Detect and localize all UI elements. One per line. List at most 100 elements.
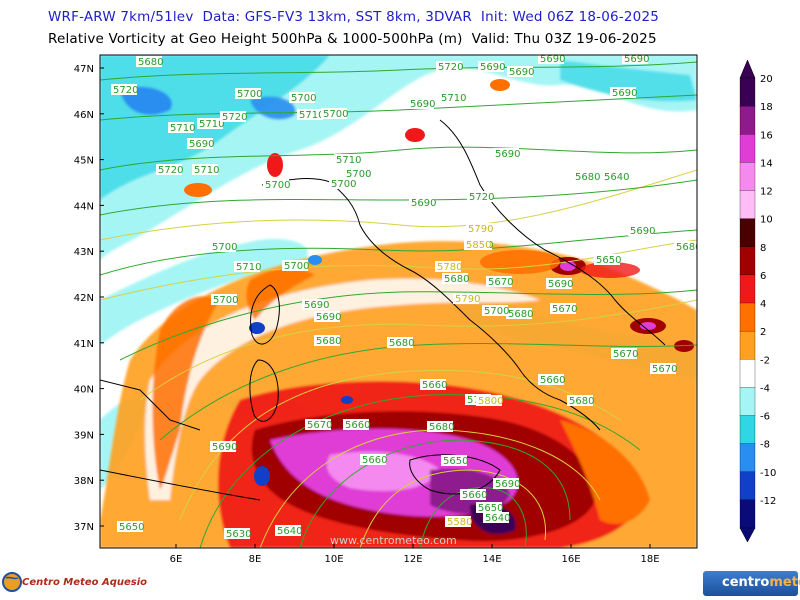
contour-label: 5790: [468, 224, 493, 235]
colorbar-label: -10: [760, 468, 776, 479]
colorbar-label: 6: [760, 271, 766, 282]
contour-label-box: [297, 109, 323, 120]
contour-label-box: [282, 260, 308, 271]
contour-label-box: [275, 525, 301, 536]
contour-label: 5680: [389, 338, 414, 349]
lon-tick-label: 10E: [324, 554, 343, 565]
contour-label-box: [610, 87, 636, 98]
map-frame: [99, 54, 698, 549]
contour-label: 5680: [575, 172, 600, 183]
colorbar-top-cap: [739, 59, 756, 79]
contour-label-box: [197, 118, 223, 129]
lon-tick-label: 12E: [403, 554, 422, 565]
contour-label-box: [628, 225, 654, 236]
lat-tick-label: 46N: [74, 110, 94, 121]
globe-logo-icon: [2, 572, 22, 592]
colorbar-swatch: [739, 134, 756, 164]
colorbar-swatch: [739, 330, 756, 360]
lat-tick-label: 44N: [74, 201, 94, 212]
contour-label: 5720: [113, 85, 138, 96]
contour-label-box: [343, 419, 369, 430]
contour-label: 5690: [495, 149, 520, 160]
contour-label: 5690: [624, 54, 649, 65]
centrometeo-logo-text: centrometeo: [722, 575, 800, 590]
contour-label: 5660: [540, 375, 565, 386]
contour-label: 5710: [194, 165, 219, 176]
lat-tick-label: 41N: [74, 339, 94, 350]
contour-label: 5700: [213, 295, 238, 306]
contour-label-box: [441, 455, 467, 466]
contour-label-box: [436, 61, 462, 72]
lon-tick-label: 16E: [561, 554, 580, 565]
contour-label: 5670: [488, 277, 513, 288]
contour-label-box: [435, 261, 461, 272]
lat-tick-label: 40N: [74, 385, 94, 396]
contour-label-box: [334, 154, 360, 165]
contour-label-box: [168, 122, 194, 133]
colorbar-label: -4: [760, 383, 770, 394]
contour-label: 5790: [455, 294, 480, 305]
contour-label-box: [476, 502, 502, 513]
contour-label: 5640: [277, 526, 302, 537]
contour-label: 5670: [613, 349, 638, 360]
colorbar-swatch: [739, 415, 756, 445]
lat-tick-label: 43N: [74, 247, 94, 258]
contour-label-box: [538, 374, 564, 385]
lon-tick-label: 6E: [170, 554, 183, 565]
contour-label: 5700: [484, 306, 509, 317]
contour-label-box: [478, 61, 504, 72]
contour-label-box: [493, 148, 519, 159]
contour-label: 5800: [478, 396, 503, 407]
colorbar-swatch: [739, 443, 756, 473]
colorbar-swatch: [739, 359, 756, 389]
lon-tick-label: 18E: [640, 554, 659, 565]
colorbar-label: 18: [760, 102, 773, 113]
contour-label-box: [305, 419, 331, 430]
contour-label-box: [442, 273, 468, 284]
contour-label-box: [117, 521, 143, 532]
contour-label-box: [507, 66, 533, 77]
contour-label: 5710: [299, 110, 324, 121]
contour-label: 5690: [411, 198, 436, 209]
contour-label: 5630: [226, 529, 251, 540]
contour-label: 5700: [331, 179, 356, 190]
contour-label-box: [493, 478, 519, 489]
contour-label: 5680: [316, 336, 341, 347]
contour-label: 5670: [652, 364, 677, 375]
contour-label-box: [506, 308, 532, 319]
colorbar-swatch: [739, 190, 756, 220]
colorbar-swatch: [739, 162, 756, 192]
contour-label-box: [136, 56, 162, 67]
contour-label-box: [466, 223, 492, 234]
contour-label-box: [111, 84, 137, 95]
contour-label-box: [546, 278, 572, 289]
contour-label: 5660: [362, 455, 387, 466]
contour-label-box: [550, 303, 576, 314]
contour-labels: 5710569056805690572057005700569057105690…: [111, 54, 697, 540]
contour-label-box: [314, 335, 340, 346]
contour-label-box: [263, 179, 289, 190]
positive-vorticity-swirl: [100, 241, 697, 548]
contour-label: 5720: [469, 192, 494, 203]
contour-label: 5710: [441, 93, 466, 104]
colorbar-swatch: [739, 77, 756, 107]
lat-tick-label: 37N: [74, 522, 94, 533]
contour-label-box: [187, 138, 213, 149]
longitude-axis: 6E 8E 10E 12E 14E 16E 18E: [170, 544, 660, 565]
lat-tick-label: 45N: [74, 156, 94, 167]
vorticity-blobs: [184, 79, 694, 486]
contour-label-box: [409, 197, 435, 208]
contour-label-box: [460, 489, 486, 500]
contour-label: 5680: [429, 422, 454, 433]
contour-label: 5700: [265, 180, 290, 191]
contour-label: 5700: [291, 93, 316, 104]
contour-label: 5680: [569, 396, 594, 407]
contour-label-box: [650, 363, 676, 374]
colorbar-swatch: [739, 471, 756, 501]
contour-label-box: [220, 111, 246, 122]
lat-tick-label: 42N: [74, 293, 94, 304]
contour-label-box: [567, 395, 593, 406]
lat-tick-label: 39N: [74, 430, 94, 441]
contour-label: 5650: [596, 255, 621, 266]
